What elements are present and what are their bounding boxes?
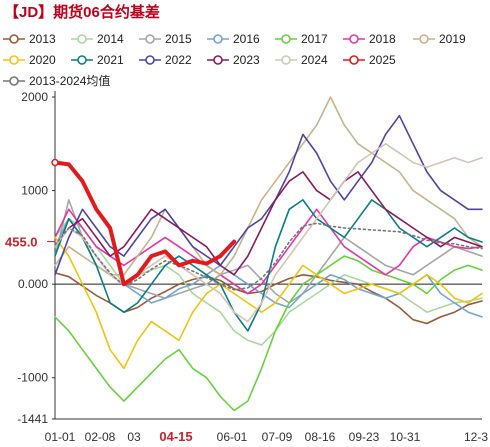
legend-label: 2014: [97, 32, 124, 46]
y-tick-label: 1000: [21, 184, 48, 198]
x-tick-label: 12-3: [464, 430, 488, 444]
x-tick-label: 10-31: [390, 430, 421, 444]
legend-label: 2017: [301, 32, 328, 46]
legend-label: 2022: [165, 53, 192, 67]
x-tick-label: 01-01: [45, 430, 76, 444]
legend-label: 2023: [233, 53, 260, 67]
legend-marker-icon: [3, 55, 25, 65]
legend-label: 2019: [439, 32, 466, 46]
x-tick-label: 03: [127, 430, 141, 444]
x-tick-label-highlight: 04-15: [159, 429, 192, 444]
x-tick-label: 08-16: [305, 430, 336, 444]
legend-marker-icon: [71, 55, 93, 65]
legend-label: 2016: [233, 32, 260, 46]
legend-marker-icon: [275, 55, 297, 65]
y-tick-label: -1000: [17, 371, 48, 385]
legend-marker-icon: [207, 55, 229, 65]
y-tick-label: 2000: [21, 90, 48, 104]
legend-marker-icon: [413, 34, 435, 44]
series-line-2019: [54, 96, 483, 276]
legend-marker-icon: [139, 55, 161, 65]
legend-label: 2013-2024均值: [29, 74, 111, 88]
y-tick-label: 0.000: [18, 277, 48, 291]
legend-marker-icon: [275, 34, 297, 44]
legend-marker-icon: [71, 34, 93, 44]
y-tick-label: -1441: [17, 412, 48, 426]
current-value-label: 455.0: [5, 235, 38, 250]
x-tick-label: 02-08: [85, 430, 116, 444]
legend-marker-icon: [3, 34, 25, 44]
x-tick-label: 06-01: [217, 430, 248, 444]
series-line-2024: [54, 143, 483, 323]
legend-marker-icon: [3, 76, 25, 86]
series-line-2020: [54, 236, 483, 370]
legend-label: 2021: [97, 53, 124, 67]
series-line-2017: [54, 255, 483, 412]
legend-label: 2020: [29, 53, 56, 67]
legend-label: 2015: [165, 32, 192, 46]
legend-marker-icon: [207, 34, 229, 44]
series-start-point-2025: [51, 158, 59, 167]
legend-marker-icon: [343, 55, 365, 65]
series-line-2022: [54, 114, 483, 276]
legend-label: 2024: [301, 53, 328, 67]
x-tick-label: 07-09: [262, 430, 293, 444]
series-line-2023: [54, 171, 483, 276]
legend-marker-icon: [139, 34, 161, 44]
series-line-2021: [54, 199, 483, 332]
legend-label: 2025: [369, 53, 396, 67]
legend-marker-icon: [343, 34, 365, 44]
legend-label: 2018: [369, 32, 396, 46]
series-line-2025: [53, 160, 237, 287]
x-tick-label: 09-23: [349, 430, 380, 444]
chart-title: 【JD】期货06合约基差: [4, 4, 160, 21]
legend-label: 2013: [29, 32, 56, 46]
